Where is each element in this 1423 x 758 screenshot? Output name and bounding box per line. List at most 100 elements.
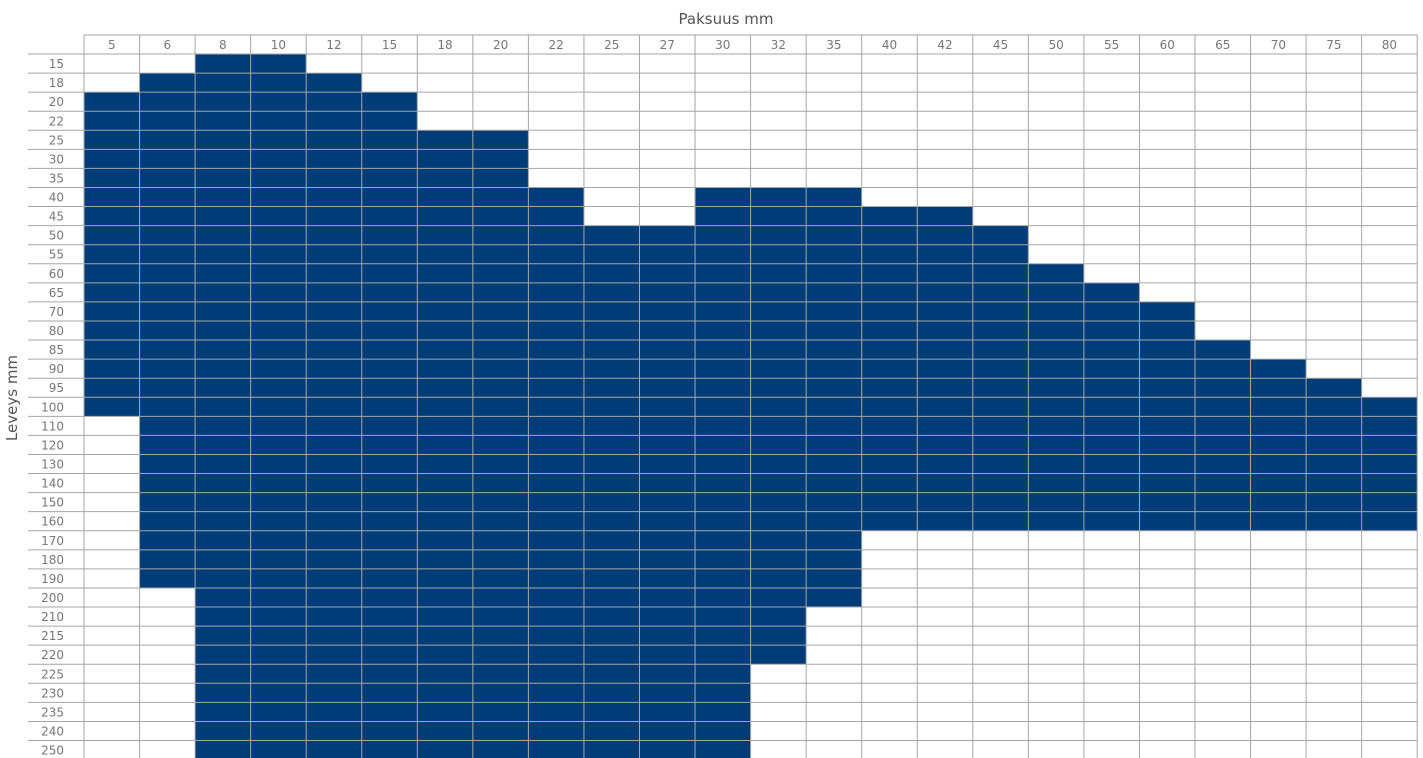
y-tick-label: 60 [49, 267, 64, 281]
cell-45x130 [972, 454, 1029, 474]
cell-8x45 [195, 206, 251, 226]
y-tick-label: 140 [41, 477, 64, 491]
cell-40x160 [861, 511, 918, 531]
cell-12x110 [306, 416, 362, 436]
cell-10x65 [250, 282, 307, 302]
cell-50x80 [1028, 320, 1084, 341]
cell-40x95 [861, 378, 918, 398]
cell-18x180 [417, 549, 473, 569]
cell-20x35 [472, 168, 529, 188]
cell-12x160 [306, 511, 362, 531]
y-tick-label: 50 [49, 229, 64, 243]
cell-32x110 [750, 416, 807, 436]
cell-45x50 [972, 225, 1029, 245]
cell-5x85 [84, 340, 140, 360]
cell-20x200 [472, 587, 529, 608]
cell-15x215 [361, 626, 418, 646]
y-tick-label: 18 [49, 76, 64, 90]
y-tick-label: 110 [41, 419, 64, 433]
cell-40x70 [861, 301, 918, 321]
cell-20x130 [472, 454, 529, 474]
cell-55x95 [1083, 378, 1140, 398]
cell-8x250 [195, 740, 251, 758]
cell-20x25 [472, 130, 529, 150]
cell-27x100 [639, 397, 696, 417]
cell-60x140 [1139, 473, 1195, 493]
x-tick-label: 35 [826, 38, 841, 52]
cell-22x160 [528, 511, 584, 531]
cell-8x100 [195, 397, 251, 417]
x-tick-label: 5 [108, 38, 116, 52]
cell-42x95 [917, 378, 973, 398]
cell-12x18 [306, 73, 362, 93]
cell-60x150 [1139, 492, 1195, 512]
cell-30x190 [695, 568, 751, 588]
cell-42x85 [917, 340, 973, 360]
cell-22x65 [528, 282, 584, 302]
cell-22x225 [528, 664, 584, 684]
cell-27x150 [639, 492, 696, 512]
cell-22x215 [528, 626, 584, 646]
cell-22x235 [528, 702, 584, 722]
cell-10x25 [250, 130, 307, 150]
cell-12x210 [306, 607, 362, 627]
cell-27x130 [639, 454, 696, 474]
cell-8x140 [195, 473, 251, 493]
cell-25x215 [583, 626, 640, 646]
cell-8x180 [195, 549, 251, 569]
cell-20x65 [472, 282, 529, 302]
cell-5x70 [84, 301, 140, 321]
cell-6x18 [139, 73, 196, 93]
cell-70x150 [1250, 492, 1307, 512]
cell-35x60 [806, 263, 862, 283]
x-tick-label: 80 [1382, 38, 1397, 52]
cell-30x100 [695, 397, 751, 417]
cell-30x40 [695, 187, 751, 207]
cell-60x110 [1139, 416, 1195, 436]
x-tick-label: 55 [1104, 38, 1119, 52]
cell-30x240 [695, 721, 751, 741]
cell-20x190 [472, 568, 529, 588]
cell-10x18 [250, 73, 307, 93]
cell-45x70 [972, 301, 1029, 321]
cell-20x225 [472, 664, 529, 684]
cell-25x235 [583, 702, 640, 722]
cell-27x170 [639, 530, 696, 550]
cell-15x50 [361, 225, 418, 245]
cell-32x190 [750, 568, 807, 588]
cell-8x60 [195, 263, 251, 283]
cell-8x230 [195, 683, 251, 703]
cell-12x90 [306, 359, 362, 379]
cell-30x45 [695, 206, 751, 226]
cell-8x90 [195, 359, 251, 379]
cell-25x90 [583, 359, 640, 379]
cell-35x90 [806, 359, 862, 379]
cell-18x70 [417, 301, 473, 321]
cell-27x55 [639, 244, 696, 264]
cell-20x30 [472, 149, 529, 169]
x-tick-label: 27 [660, 38, 675, 52]
cell-12x235 [306, 702, 362, 722]
cell-20x150 [472, 492, 529, 512]
cell-12x250 [306, 740, 362, 758]
cell-6x35 [139, 168, 196, 188]
cell-65x160 [1195, 511, 1251, 531]
cell-20x220 [472, 645, 529, 665]
cell-30x85 [695, 340, 751, 360]
cell-12x230 [306, 683, 362, 703]
cell-6x80 [139, 320, 196, 341]
cell-20x240 [472, 721, 529, 741]
cell-35x160 [806, 511, 862, 531]
cell-8x40 [195, 187, 251, 207]
y-tick-label: 95 [49, 381, 64, 395]
y-tick-label: 100 [41, 400, 64, 414]
cell-55x70 [1083, 301, 1140, 321]
cell-10x60 [250, 263, 307, 283]
cell-25x170 [583, 530, 640, 550]
cell-25x60 [583, 263, 640, 283]
cell-18x40 [417, 187, 473, 207]
y-tick-label: 150 [41, 496, 64, 510]
cell-10x240 [250, 721, 307, 741]
cell-6x55 [139, 244, 196, 264]
y-tick-label: 230 [41, 686, 64, 700]
